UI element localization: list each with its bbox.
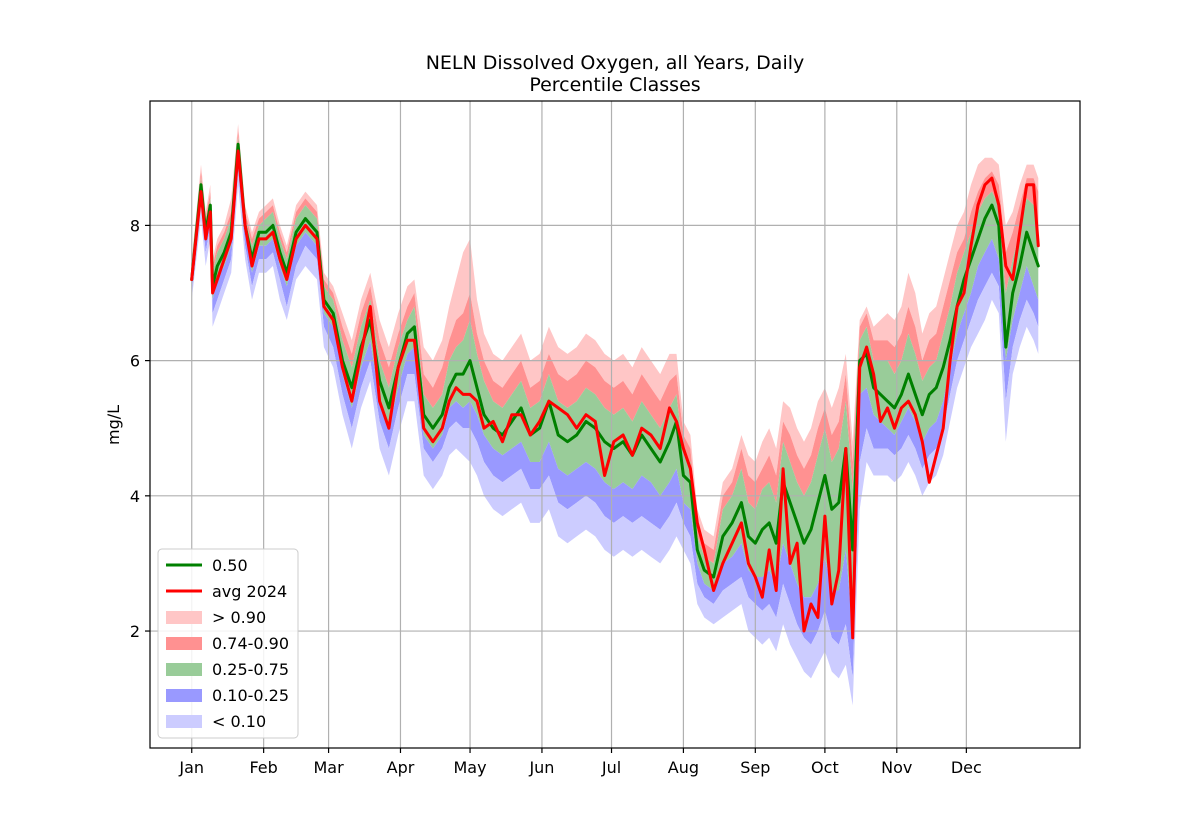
legend-band-swatch [166,715,202,728]
x-tick-label: Apr [387,758,415,777]
grid-lines [150,101,1080,748]
legend-band-swatch [166,611,202,624]
series-line-avg-2024 [190,149,1040,640]
legend-label: > 0.90 [212,608,266,627]
x-tick-label: Dec [951,758,982,777]
band-below-10 [191,171,1039,706]
legend-label: 0.50 [212,556,248,575]
plot-area: Jan Feb Mar Apr May Jun Jul Aug Sep Oct Nov Dec 2 4 6 8 [130,100,1081,777]
band-25-75 [191,137,1039,631]
x-tick-label: Jun [528,758,554,777]
legend-label: avg 2024 [212,582,287,601]
band-10-25 [191,157,1039,679]
y-tick-label: 8 [130,216,140,235]
series-lines [190,142,1040,640]
x-tick-label: May [454,758,487,777]
x-tick-label: Oct [811,758,839,777]
x-tick-label: Nov [881,758,912,777]
percentile-bands [191,124,1039,706]
legend-band-swatch [166,637,202,650]
chart-title-line2: Percentile Classes [529,74,700,96]
x-tick-label: Sep [740,758,770,777]
legend-label: 0.10-0.25 [212,686,289,705]
legend: 0.50 avg 2024 > 0.90 0.74-0.90 0.25-0.75 0.10… [157,548,299,739]
y-tick-label: 6 [130,352,140,371]
x-tick-label: Jan [178,758,204,777]
legend-band-swatch [166,663,202,676]
legend-label: 0.74-0.90 [212,634,289,653]
y-tick-label: 4 [130,487,140,506]
y-tick-label: 2 [130,622,140,641]
legend-label: 0.25-0.75 [212,660,289,679]
y-axis-label: mg/L [104,405,123,445]
x-tick-label: Aug [668,758,699,777]
x-tick-label: Feb [249,758,277,777]
axes-frame [149,100,1081,749]
legend-band-swatch [166,689,202,702]
x-tick-label: Jul [601,758,621,777]
legend-label: < 0.10 [212,712,266,731]
x-tick-label: Mar [313,758,344,777]
chart-title-line1: NELN Dissolved Oxygen, all Years, Daily [426,52,805,74]
